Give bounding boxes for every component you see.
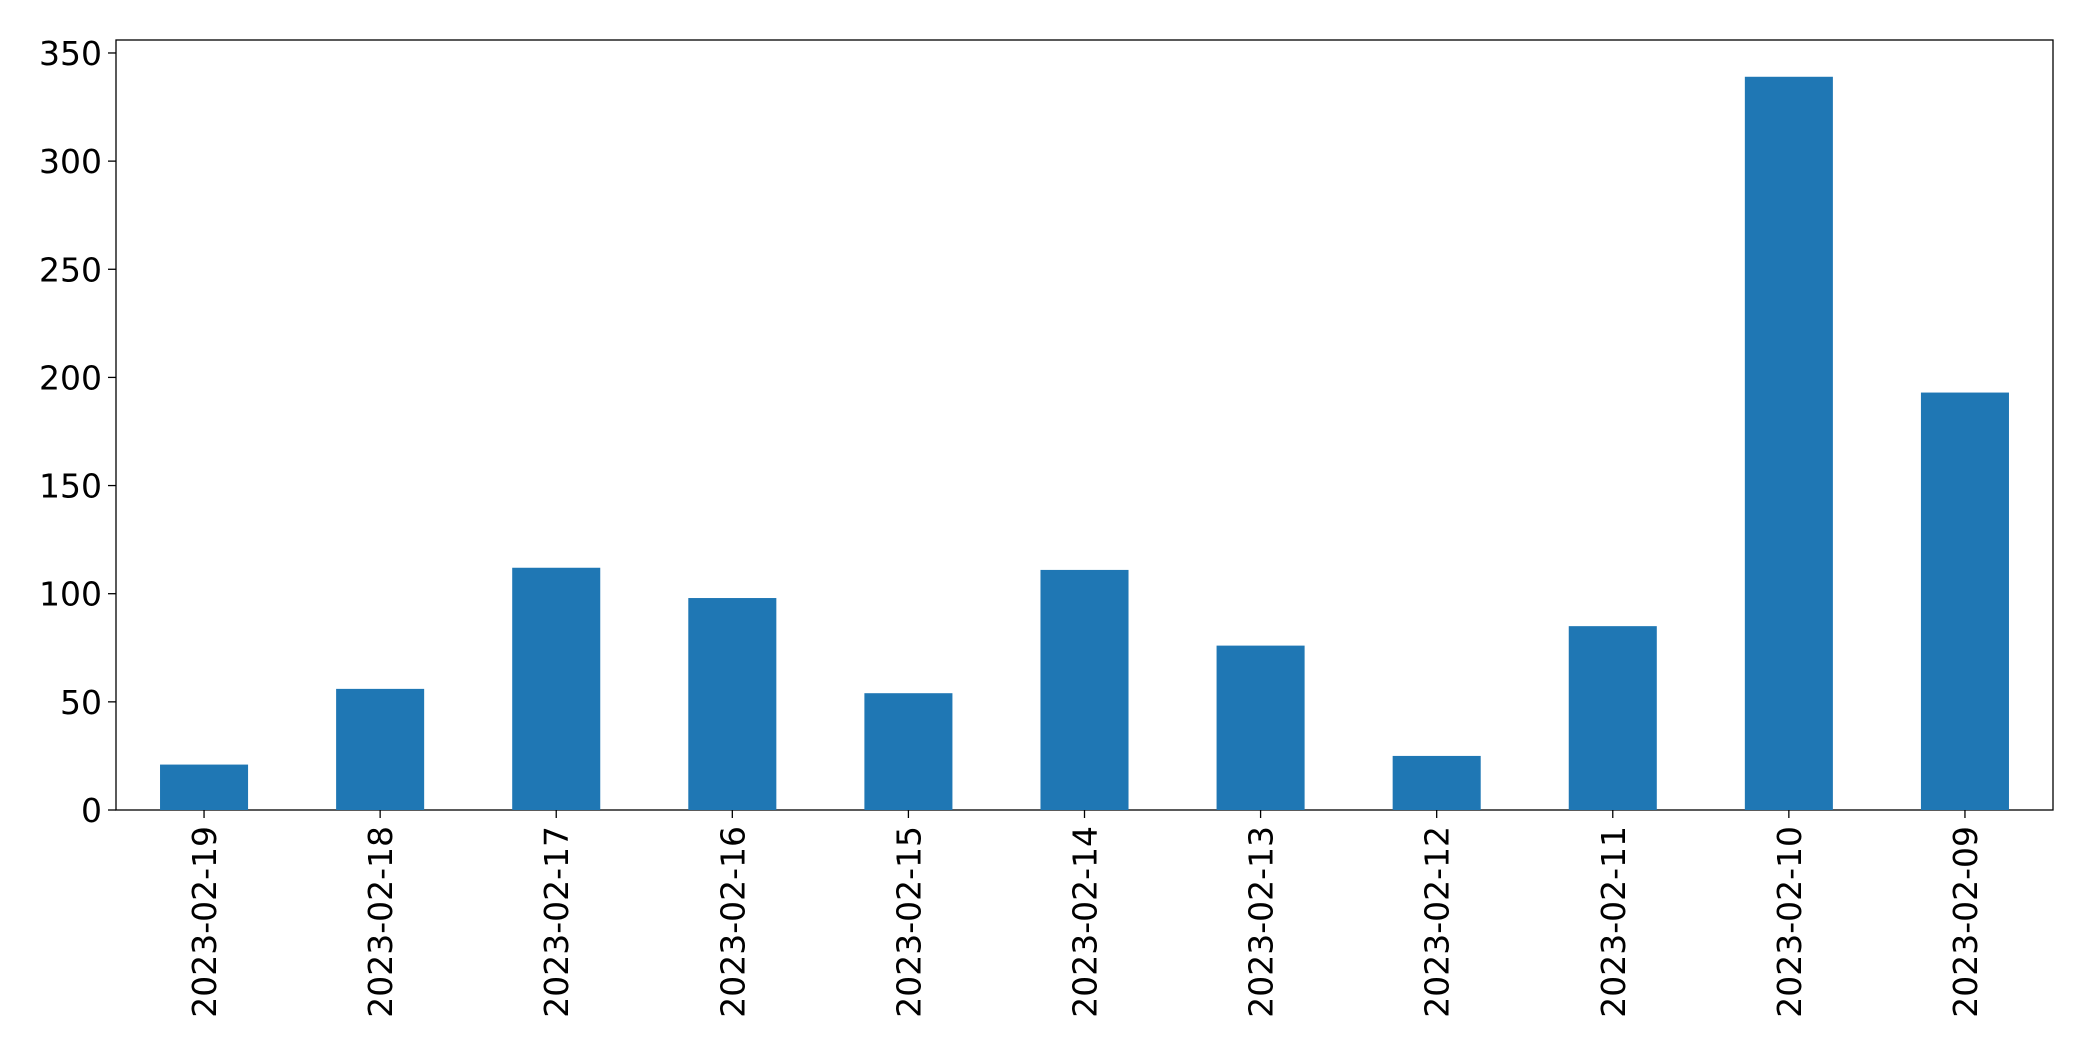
y-tick-label: 150: [39, 467, 102, 506]
y-tick-label: 0: [81, 791, 102, 830]
y-tick-label: 100: [39, 575, 102, 614]
bar: [512, 567, 601, 810]
x-tick-label: 2023-02-12: [1418, 826, 1457, 1018]
bar: [688, 598, 777, 810]
x-tick-label: 2023-02-11: [1594, 826, 1633, 1018]
y-tick-label: 50: [60, 683, 102, 722]
x-tick-label: 2023-02-10: [1770, 826, 1809, 1018]
y-tick-label: 300: [39, 142, 102, 181]
x-tick-label: 2023-02-19: [185, 826, 224, 1018]
bar: [1392, 755, 1481, 810]
x-tick-label: 2023-02-18: [361, 826, 400, 1018]
bar: [864, 693, 953, 810]
x-tick-label: 2023-02-17: [537, 826, 576, 1018]
x-tick-label: 2023-02-13: [1242, 826, 1281, 1018]
bar: [1040, 569, 1129, 810]
y-tick-label: 200: [39, 358, 102, 397]
bar: [1216, 645, 1305, 810]
x-tick-label: 2023-02-09: [1946, 826, 1985, 1018]
y-tick-label: 350: [39, 34, 102, 73]
x-tick-label: 2023-02-16: [713, 826, 752, 1018]
x-tick-label: 2023-02-15: [889, 826, 928, 1018]
y-tick-label: 250: [39, 250, 102, 289]
bar: [1920, 392, 2009, 810]
bar: [1744, 76, 1833, 811]
x-tick-label: 2023-02-14: [1066, 826, 1105, 1018]
bar: [1568, 626, 1657, 810]
bar: [336, 688, 425, 810]
bar: [160, 764, 249, 810]
